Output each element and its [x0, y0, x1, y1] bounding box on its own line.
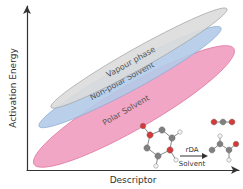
svg-text:Descriptor: Descriptor: [110, 175, 157, 185]
svg-text:Non-polar Solvent: Non-polar Solvent: [88, 60, 156, 103]
svg-text:Vapour phase: Vapour phase: [105, 45, 157, 80]
svg-text:rDA: rDA: [186, 146, 199, 154]
svg-text:Polar Solvent: Polar Solvent: [101, 93, 151, 128]
svg-text:Activation Energy: Activation Energy: [8, 48, 18, 128]
svg-text:Solvent: Solvent: [179, 160, 206, 168]
